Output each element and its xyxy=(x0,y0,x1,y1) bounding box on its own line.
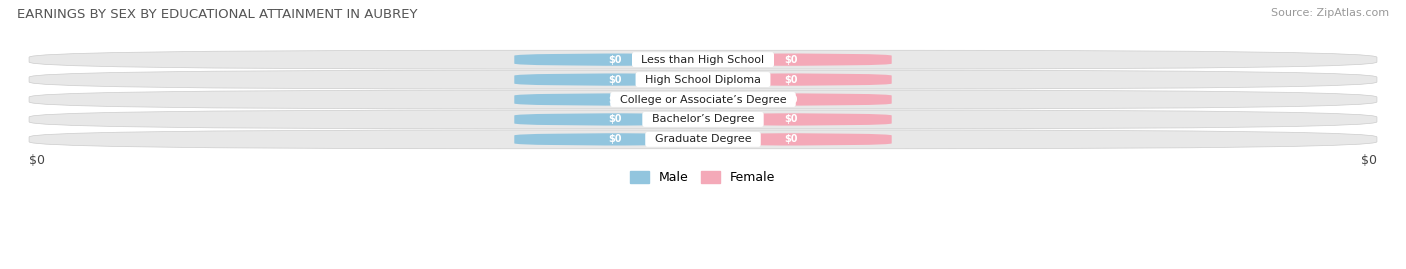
Text: $0: $0 xyxy=(1361,154,1376,167)
Legend: Male, Female: Male, Female xyxy=(626,166,780,189)
Text: High School Diploma: High School Diploma xyxy=(638,75,768,84)
Text: $0: $0 xyxy=(609,94,621,105)
Text: $0: $0 xyxy=(609,75,621,84)
FancyBboxPatch shape xyxy=(515,73,717,86)
Text: $0: $0 xyxy=(609,114,621,125)
Text: Less than High School: Less than High School xyxy=(634,55,772,65)
FancyBboxPatch shape xyxy=(30,90,1376,109)
Text: $0: $0 xyxy=(785,114,797,125)
FancyBboxPatch shape xyxy=(689,113,891,126)
Text: $0: $0 xyxy=(785,94,797,105)
FancyBboxPatch shape xyxy=(515,113,717,126)
Text: Source: ZipAtlas.com: Source: ZipAtlas.com xyxy=(1271,8,1389,18)
FancyBboxPatch shape xyxy=(689,73,891,86)
Text: EARNINGS BY SEX BY EDUCATIONAL ATTAINMENT IN AUBREY: EARNINGS BY SEX BY EDUCATIONAL ATTAINMEN… xyxy=(17,8,418,21)
Text: $0: $0 xyxy=(609,134,621,144)
FancyBboxPatch shape xyxy=(30,70,1376,89)
Text: $0: $0 xyxy=(785,75,797,84)
FancyBboxPatch shape xyxy=(515,53,717,66)
FancyBboxPatch shape xyxy=(689,93,891,106)
FancyBboxPatch shape xyxy=(689,53,891,66)
Text: $0: $0 xyxy=(785,55,797,65)
FancyBboxPatch shape xyxy=(515,93,717,106)
Text: $0: $0 xyxy=(785,134,797,144)
Text: Bachelor’s Degree: Bachelor’s Degree xyxy=(645,114,761,125)
Text: College or Associate’s Degree: College or Associate’s Degree xyxy=(613,94,793,105)
FancyBboxPatch shape xyxy=(515,133,717,146)
FancyBboxPatch shape xyxy=(30,110,1376,129)
Text: Graduate Degree: Graduate Degree xyxy=(648,134,758,144)
Text: $0: $0 xyxy=(30,154,45,167)
FancyBboxPatch shape xyxy=(30,130,1376,149)
Text: $0: $0 xyxy=(609,55,621,65)
FancyBboxPatch shape xyxy=(30,50,1376,69)
FancyBboxPatch shape xyxy=(689,133,891,146)
